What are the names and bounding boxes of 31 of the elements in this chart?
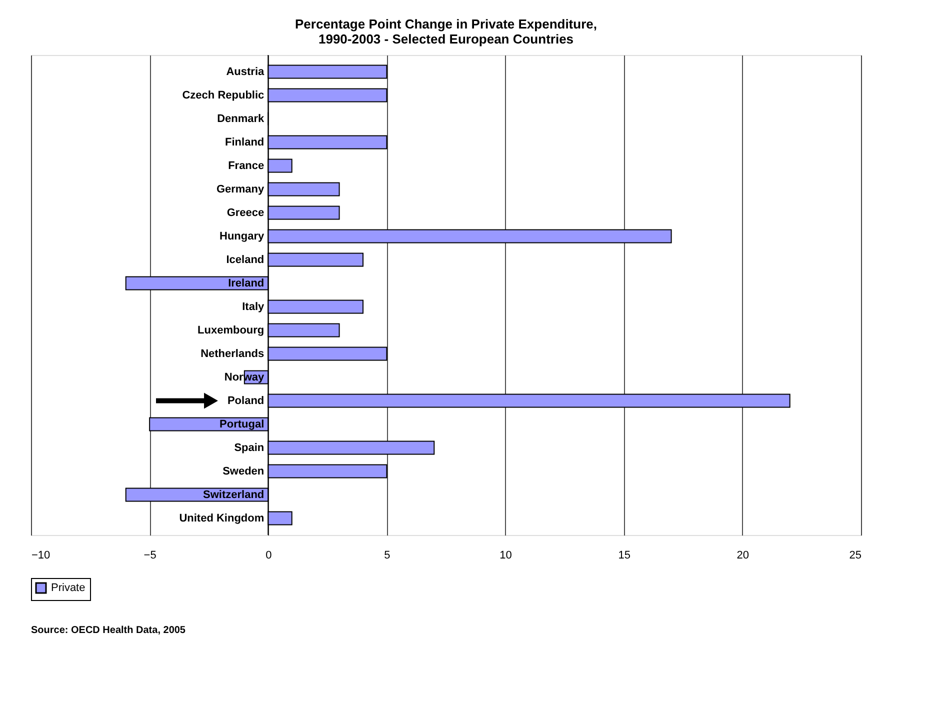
y-tick-label: Italy [242,300,266,313]
y-tick-label: Switzerland [203,488,264,501]
y-tick-label: Denmark [217,112,266,125]
text: 1990-2003 - Selected European Countries [318,32,574,46]
y-tick-label: United Kingdom [179,512,264,524]
x-tick-label: 10 [500,550,512,562]
y-tick-label: Austria [226,66,266,78]
y-tick-label: Greece [226,206,264,219]
y-tick-label: Portugal [220,418,264,430]
x-tick-label: −10 [32,550,50,562]
y-tick-label: Netherlands [200,348,264,360]
y-tick-label: Finland [225,136,264,148]
x-tick-label: 20 [736,550,750,562]
y-tick-label: Iceland [226,254,264,266]
y-tick-label: Germany [216,183,266,196]
y-tick-label: Ireland [228,277,264,290]
legend-label: Private [51,582,86,594]
y-tick-label: Luxembourg [198,324,264,336]
x-tick-label: 25 [849,550,862,562]
y-tick-label: France [228,160,264,172]
y-tick-label: Czech Republic [182,89,264,102]
source-note: Source: OECD Health Data, 2005 [31,625,186,636]
y-tick-label: Sweden [222,465,264,478]
x-tick-label: −5 [144,550,156,562]
y-tick-label: Spain [234,442,264,454]
text: Percentage Point Change in Private Expenditure, [295,16,597,32]
x-tick-label: 15 [618,550,630,562]
y-tick-label: Poland [227,394,264,407]
x-tick-label: 5 [384,550,390,562]
x-tick-label: 0 [266,550,272,562]
y-tick-label: Hungary [220,230,266,242]
